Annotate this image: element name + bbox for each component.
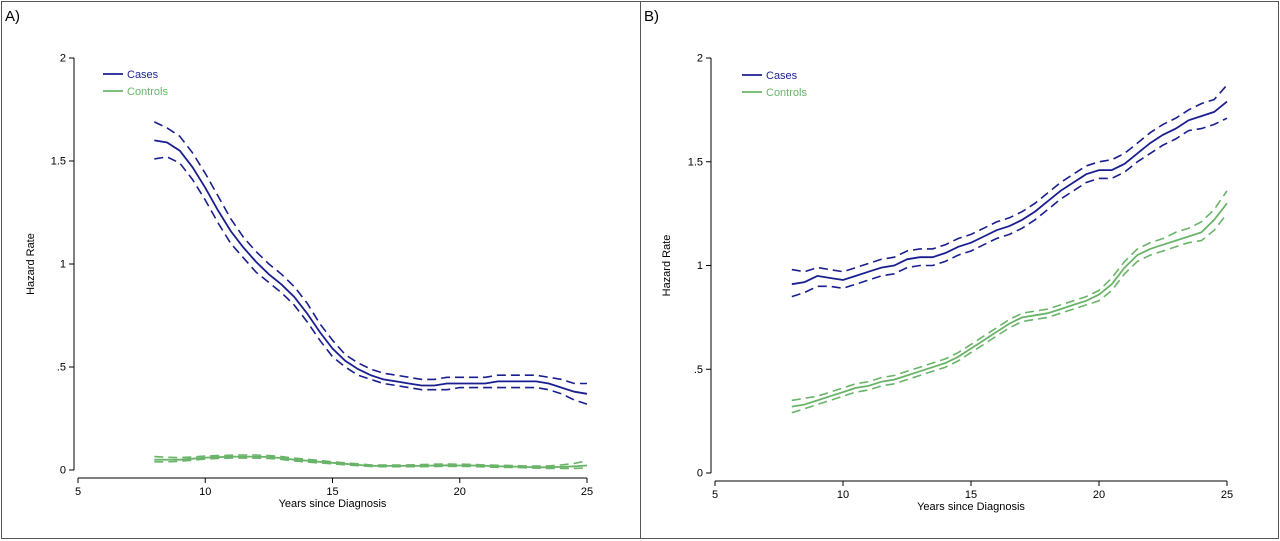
x-tick-label: 25 xyxy=(1221,489,1233,501)
x-axis-title: Years since Diagnosis xyxy=(917,501,1025,513)
controls-upper-ci-line xyxy=(154,454,588,467)
y-tick-label: 1 xyxy=(697,260,703,272)
cases-series-line xyxy=(791,100,1228,286)
y-axis-title: Hazard Rate xyxy=(661,235,673,297)
x-tick-label: 5 xyxy=(75,486,81,498)
x-axis-title: Years since Diagnosis xyxy=(279,498,387,510)
panel-label-a: A) xyxy=(5,8,20,25)
x-tick-label: 25 xyxy=(581,486,593,498)
cases-series-line xyxy=(154,139,588,395)
x-tick-label: 15 xyxy=(965,489,977,501)
cases-lower-ci-line xyxy=(154,156,588,405)
y-tick-label: 0 xyxy=(697,468,703,480)
y-tick-label: .5 xyxy=(694,364,703,376)
x-tick-label: 20 xyxy=(454,486,466,498)
controls-upper-ci-line xyxy=(791,190,1228,402)
panel-a: A) 0.5 1 1.5 2 5 10 15 20 25 Years since Diagnosi… xyxy=(1,1,641,539)
legend-label-cases: Cases xyxy=(766,70,798,82)
panel-b: B) 0.5 1 1.5 2 5 10 15 20 25 Years since Diagnosi… xyxy=(640,1,1279,539)
y-axis-title: Hazard Rate xyxy=(25,233,37,295)
x-tick-label: 5 xyxy=(712,489,718,501)
cases-lower-ci-line xyxy=(791,117,1228,298)
x-tick-label: 15 xyxy=(326,486,338,498)
panel-label-b: B) xyxy=(644,8,659,25)
legend-label-controls: Controls xyxy=(766,87,807,99)
cases-upper-ci-line xyxy=(153,121,587,385)
x-tick-label: 10 xyxy=(837,489,849,501)
x-tick-label: 20 xyxy=(1093,489,1105,501)
y-tick-label: 2 xyxy=(60,53,66,65)
cases-upper-ci-line xyxy=(791,84,1228,273)
controls-lower-ci-line xyxy=(791,213,1228,414)
legend-label-cases: Cases xyxy=(127,69,159,81)
y-tick-label: 1.5 xyxy=(688,156,703,168)
controls-series-line xyxy=(791,202,1228,408)
y-tick-label: 0 xyxy=(60,465,66,477)
controls-series-line xyxy=(154,455,588,469)
y-tick-label: 1 xyxy=(60,259,66,271)
y-tick-label: .5 xyxy=(57,362,66,374)
y-tick-label: 1.5 xyxy=(51,156,66,168)
legend-label-controls: Controls xyxy=(127,86,168,98)
x-tick-label: 10 xyxy=(199,486,211,498)
y-tick-label: 2 xyxy=(697,53,703,65)
